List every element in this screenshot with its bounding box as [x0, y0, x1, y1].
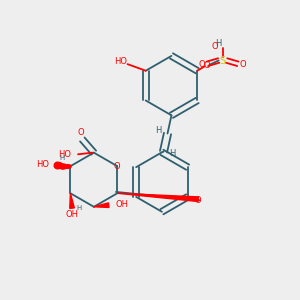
Polygon shape — [94, 203, 109, 207]
Text: H: H — [76, 205, 81, 211]
Text: HO: HO — [58, 151, 71, 160]
Text: O: O — [203, 61, 210, 70]
Text: H: H — [215, 39, 222, 48]
Text: O: O — [240, 60, 246, 69]
Polygon shape — [117, 193, 198, 202]
Polygon shape — [70, 193, 74, 208]
Text: OH: OH — [66, 210, 79, 219]
Text: O: O — [77, 128, 84, 137]
Text: H: H — [169, 149, 176, 158]
Text: O: O — [199, 60, 206, 69]
Text: H: H — [155, 126, 161, 135]
Text: OH: OH — [115, 200, 128, 209]
Text: O: O — [194, 196, 201, 205]
Text: HO: HO — [36, 160, 49, 169]
Text: O: O — [212, 42, 218, 51]
Text: HO: HO — [115, 57, 128, 66]
Text: O: O — [114, 162, 121, 171]
Text: H: H — [59, 155, 65, 161]
Text: S: S — [220, 56, 226, 65]
